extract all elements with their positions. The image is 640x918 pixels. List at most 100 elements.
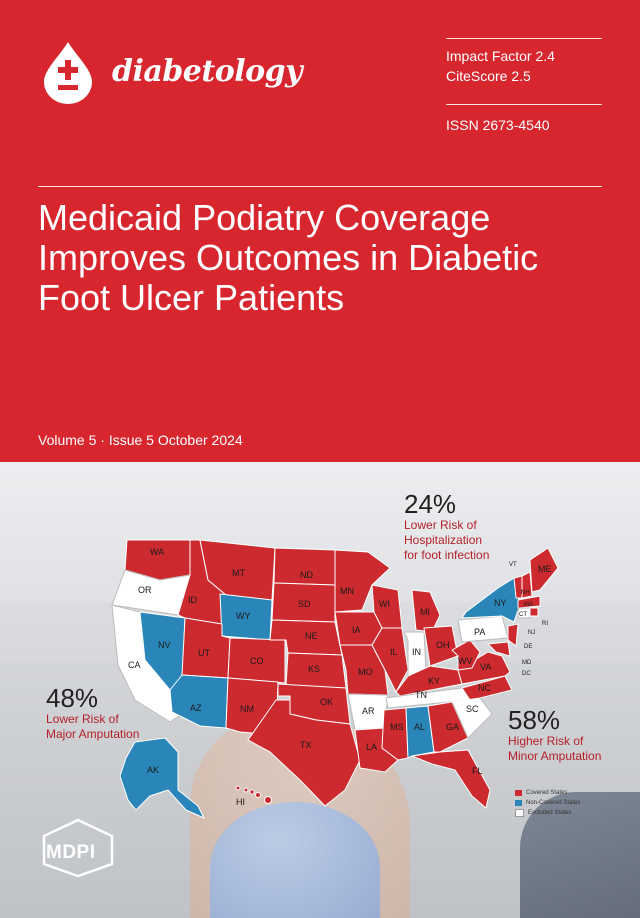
label-CA: CA: [128, 660, 141, 670]
blood-drop-icon: [44, 42, 92, 104]
label-IL: IL: [390, 647, 398, 657]
label-CO: CO: [250, 656, 264, 666]
label-KY: KY: [428, 676, 440, 686]
stat-description: Lower Risk of Major Amputation: [46, 712, 140, 741]
label-IN: IN: [412, 647, 421, 657]
label-AZ: AZ: [190, 703, 202, 713]
label-VT: VT: [509, 562, 517, 568]
state-FL: [411, 749, 491, 809]
label-IA: IA: [352, 625, 361, 635]
label-VA: VA: [480, 662, 491, 672]
cover-title: Medicaid Podiatry Coverage Improves Outc…: [38, 198, 618, 318]
label-NJ: NJ: [528, 630, 535, 636]
label-SC: SC: [466, 704, 479, 714]
stat-major-amputation: 48% Lower Risk of Major Amputation: [46, 684, 139, 742]
state-NH: [521, 571, 533, 599]
state-MD: [487, 641, 511, 657]
stat-description: Higher Risk of Minor Amputation: [508, 734, 602, 763]
legend-item: Non-Covered States: [515, 798, 580, 808]
title-line: Foot Ulcer Patients: [38, 277, 345, 318]
label-MS: MS: [390, 722, 404, 732]
state-MS: [381, 707, 409, 761]
state-HI: [235, 785, 272, 804]
label-SD: SD: [298, 599, 311, 609]
label-GA: GA: [446, 722, 459, 732]
state-MA: [517, 595, 541, 609]
divider: [446, 104, 602, 105]
legend-item: Covered States: [515, 788, 580, 798]
label-DC: DC: [522, 671, 531, 677]
stat-hospitalization: 24% Lower Risk of Hospitalization for fo…: [404, 490, 489, 563]
mdpi-logo-icon: [42, 818, 114, 878]
stat-minor-amputation: 58% Higher Risk of Minor Amputation: [508, 706, 601, 764]
state-AK: [119, 737, 205, 819]
issn: ISSN 2673-4540: [446, 117, 550, 133]
state-TX: [247, 699, 361, 807]
label-MO: MO: [358, 667, 373, 677]
label-NC: NC: [478, 683, 491, 693]
label-OR: OR: [138, 585, 152, 595]
state-CT: [517, 607, 531, 619]
label-RI: RI: [542, 621, 548, 627]
state-CO: [227, 637, 286, 684]
label-ME: ME: [538, 564, 552, 574]
map-legend: Covered States Non-Covered States Exclud…: [515, 788, 580, 818]
label-UT: UT: [198, 648, 210, 658]
state-AZ: [169, 674, 229, 729]
label-WY: WY: [236, 611, 251, 621]
label-ID: ID: [188, 595, 198, 605]
label-NM: NM: [240, 704, 254, 714]
title-line: Improves Outcomes in Diabetic: [38, 237, 539, 278]
state-OH: [423, 625, 459, 667]
volume-issue: Volume 5 · Issue 5 October 2024: [38, 432, 243, 448]
label-TX: TX: [300, 740, 312, 750]
state-GA: [427, 701, 469, 753]
divider: [38, 186, 602, 187]
label-NE: NE: [305, 631, 318, 641]
label-DE: DE: [524, 644, 532, 650]
label-FL: FL: [472, 766, 483, 776]
label-OK: OK: [320, 697, 333, 707]
label-WI: WI: [379, 599, 390, 609]
stat-description: Lower Risk of Hospitalization for foot i…: [404, 518, 490, 562]
label-TN: TN: [415, 690, 427, 700]
state-ME: [529, 547, 559, 593]
legend-swatch-covered: [515, 790, 522, 796]
state-RI: [529, 607, 539, 617]
legend-swatch-excluded: [515, 809, 524, 817]
stat-percent: 58%: [508, 705, 561, 735]
label-WV: WV: [458, 656, 473, 666]
divider: [446, 38, 602, 39]
label-PA: PA: [474, 627, 485, 637]
label-LA: LA: [366, 742, 377, 752]
state-NY: [461, 577, 521, 623]
state-MI: [411, 589, 441, 633]
cover-header: diabetology Impact Factor 2.4 CiteScore …: [0, 0, 640, 462]
label-MN: MN: [340, 586, 354, 596]
label-NH: NH: [521, 590, 530, 596]
label-KS: KS: [308, 664, 320, 674]
person-photo: [520, 792, 640, 918]
label-HI: HI: [236, 797, 245, 807]
label-NY: NY: [494, 598, 507, 608]
citescore: CiteScore 2.5: [446, 68, 531, 84]
legend-swatch-non-covered: [515, 800, 522, 806]
label-MI: MI: [420, 607, 430, 617]
state-NJ: [507, 623, 519, 647]
label-MA: MA: [524, 602, 533, 608]
label-ND: ND: [300, 570, 313, 580]
label-AK: AK: [147, 765, 159, 775]
label-AL: AL: [414, 722, 425, 732]
glove-photo: [210, 802, 380, 918]
stat-percent: 24%: [404, 489, 457, 519]
label-OH: OH: [436, 640, 450, 650]
journal-name: diabetology: [112, 54, 303, 89]
label-MT: MT: [232, 568, 245, 578]
title-line: Medicaid Podiatry Coverage: [38, 197, 491, 238]
label-MD: MD: [522, 660, 532, 666]
publisher-name: MDPI: [46, 842, 96, 863]
label-AR: AR: [362, 706, 375, 716]
label-NV: NV: [158, 640, 171, 650]
impact-factor: Impact Factor 2.4: [446, 48, 555, 64]
